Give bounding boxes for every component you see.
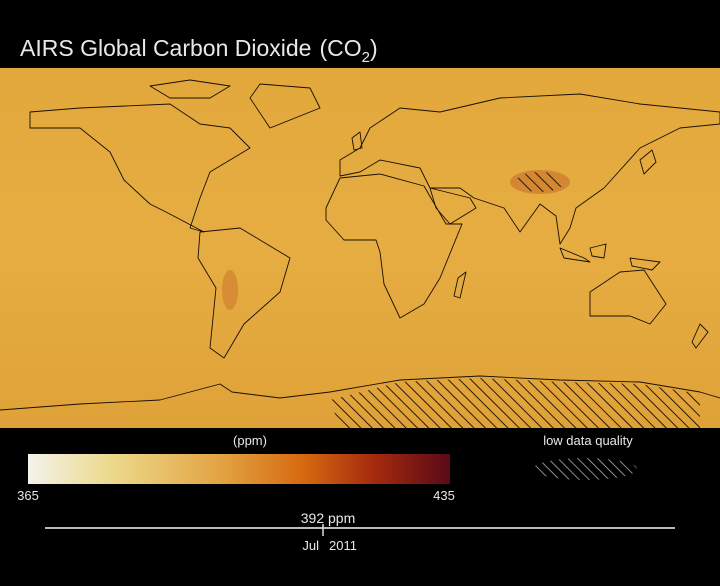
japan: [639, 149, 657, 175]
arabia: [429, 187, 477, 225]
quality-legend-label: low data quality: [543, 433, 633, 448]
antarctica: [0, 375, 720, 411]
canadian-islands: [149, 79, 231, 99]
eurasia: [339, 93, 720, 245]
timeline-month: Jul: [302, 538, 319, 553]
title: AIRS Global Carbon Dioxide (CO2): [20, 35, 378, 66]
africa: [325, 173, 463, 319]
map-background: [0, 68, 720, 428]
low-quality-hatch: [516, 172, 564, 192]
colorbar: [28, 454, 450, 484]
title-subscript: 2: [362, 49, 370, 66]
madagascar: [453, 271, 467, 299]
title-formula-close: ): [370, 35, 378, 61]
great-britain: [351, 131, 363, 151]
colorbar-max: 435: [433, 488, 455, 503]
colorbar-min: 365: [17, 488, 39, 503]
high-region: [222, 270, 238, 310]
colorbar-unit: (ppm): [233, 433, 267, 448]
australia: [589, 269, 667, 325]
indonesia: [559, 243, 661, 271]
south-america: [197, 227, 291, 359]
new-zealand: [691, 323, 709, 349]
quality-legend-swatch: [533, 458, 637, 480]
low-quality-hatch: [330, 378, 700, 428]
title-main: AIRS Global Carbon Dioxide: [20, 35, 311, 61]
readout: 392 ppm: [301, 510, 355, 526]
map: [0, 68, 720, 428]
greenland: [249, 83, 321, 129]
title-formula: (CO: [319, 35, 361, 61]
north-america: [29, 103, 251, 233]
timeline-year: 2011: [329, 538, 357, 553]
